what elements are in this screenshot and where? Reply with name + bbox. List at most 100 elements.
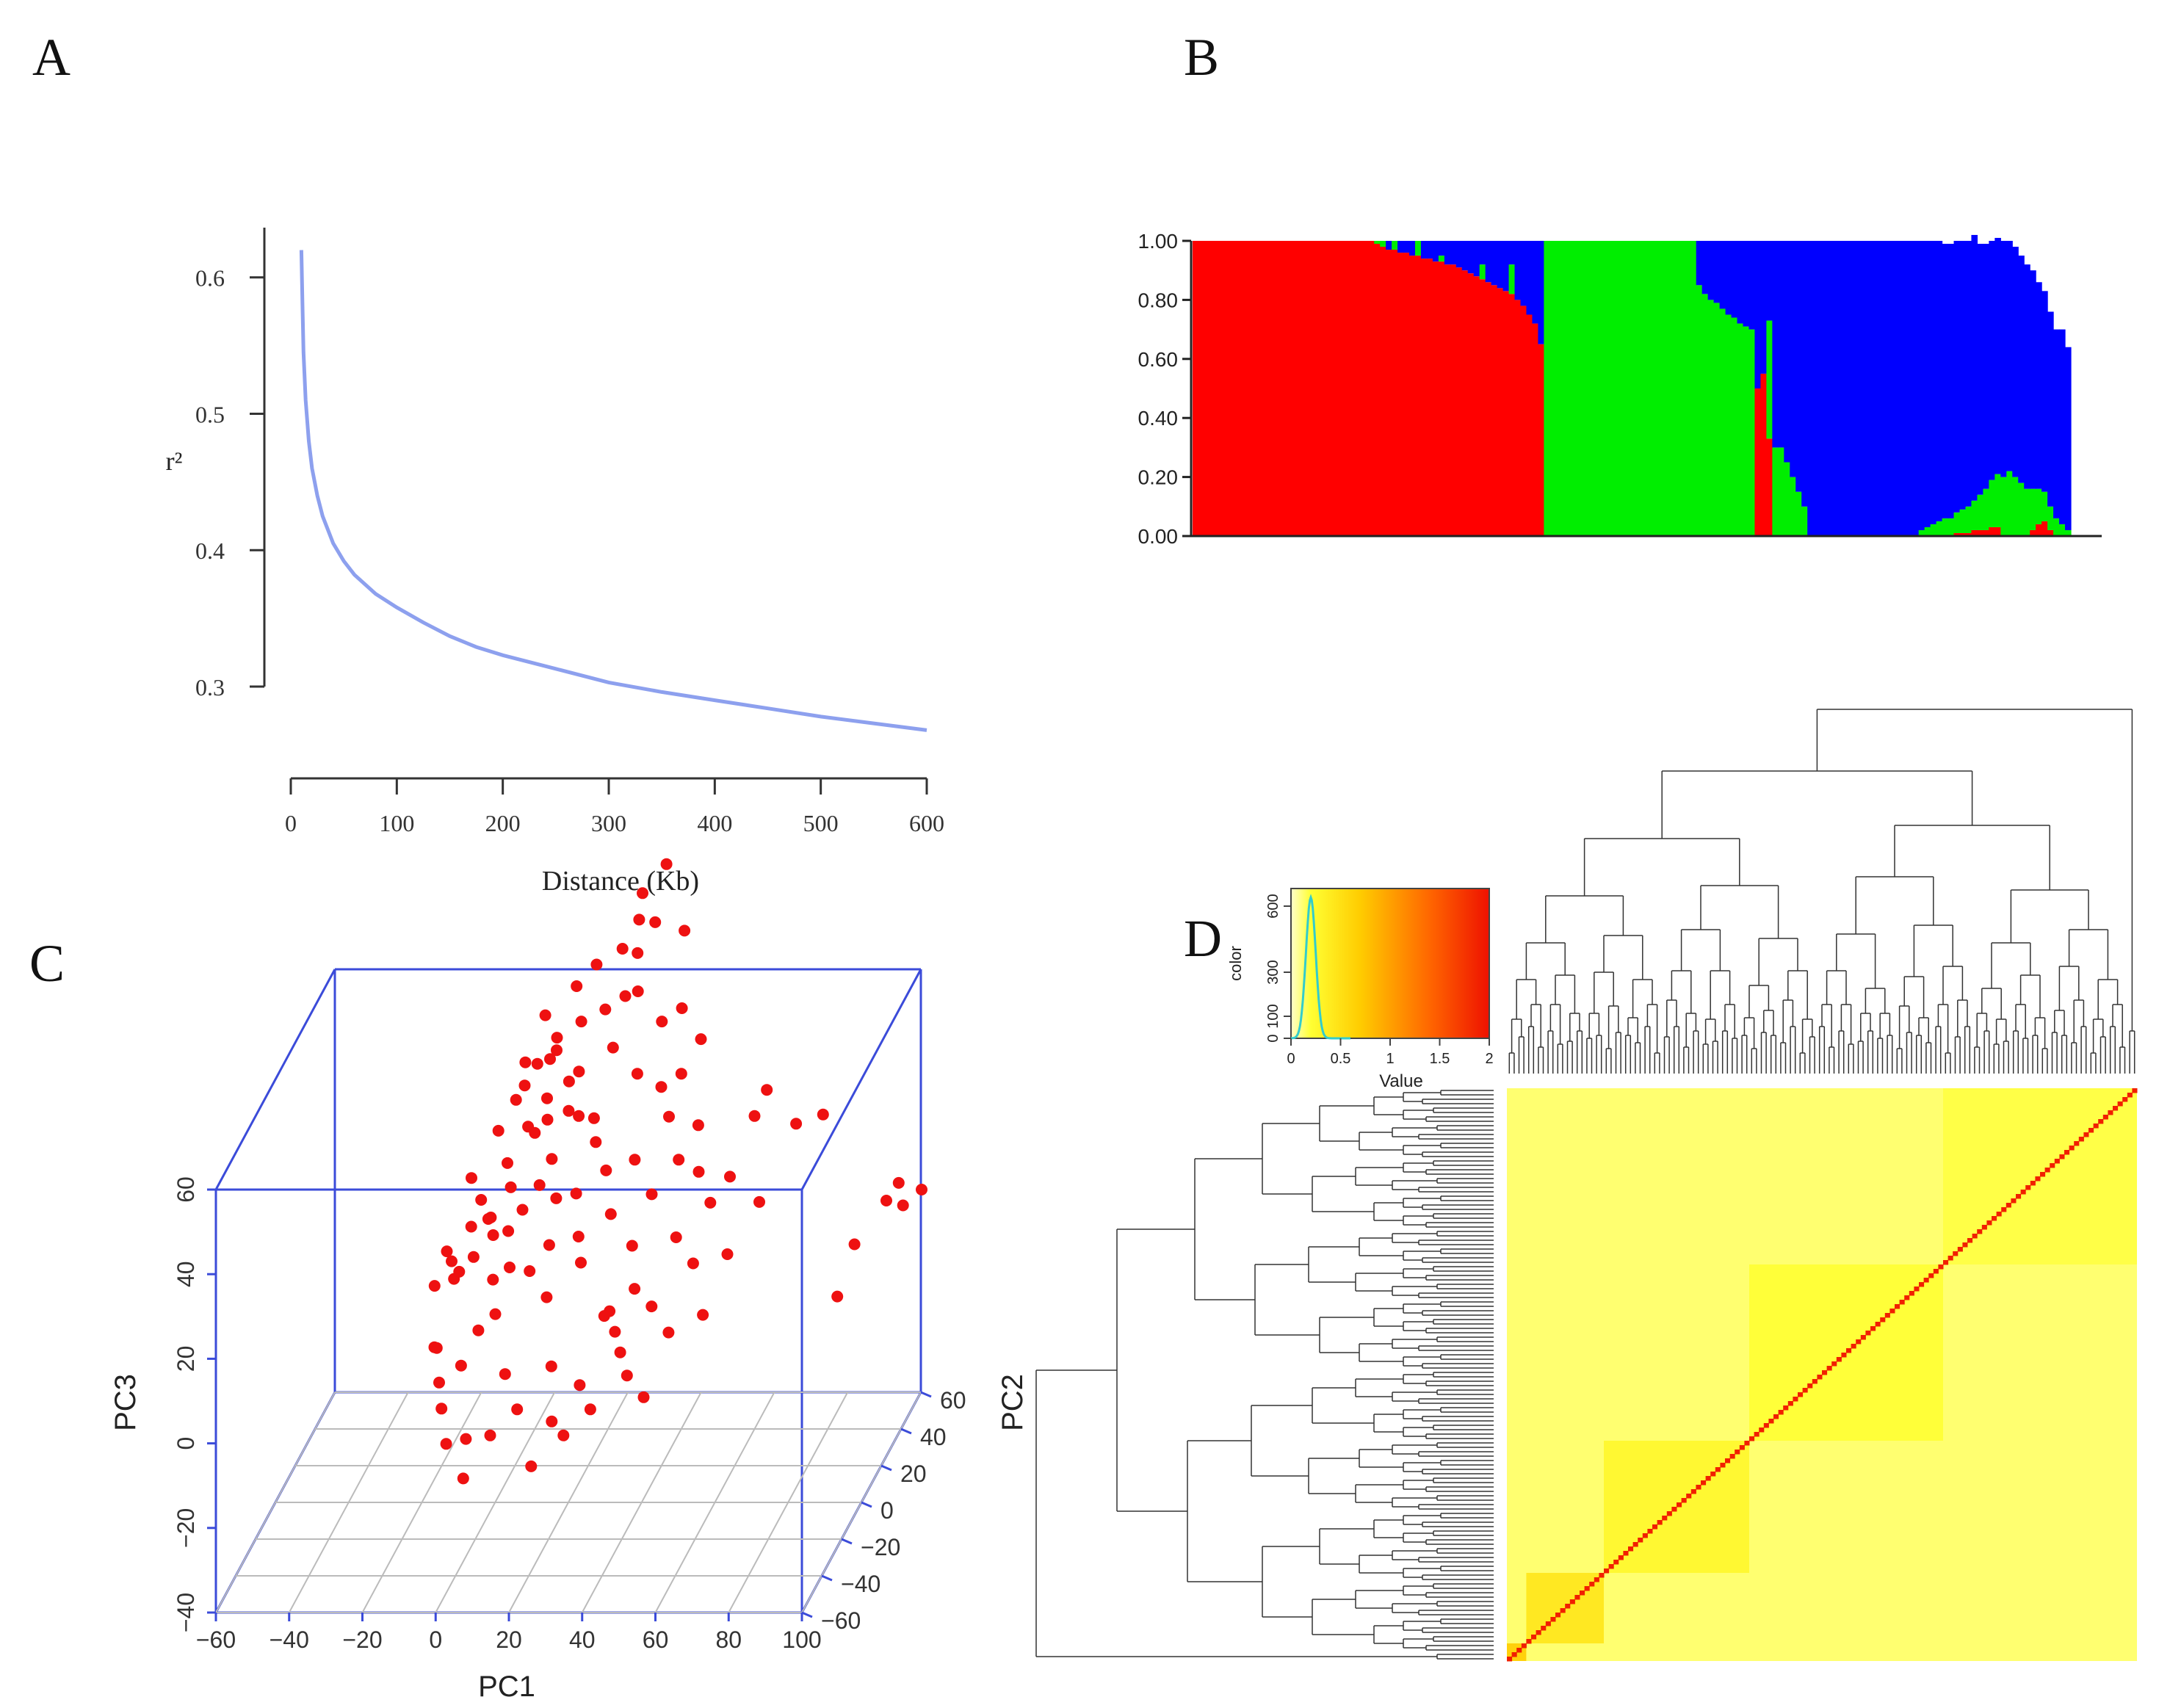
ld-y-tick-label: 0.6 <box>195 265 225 292</box>
pca-y-tick-label: −60 <box>821 1607 861 1634</box>
color-key-y-tick-label: 0 <box>1265 1034 1281 1042</box>
pca-point <box>692 1119 704 1132</box>
structure-bar-K1 <box>1455 267 1463 536</box>
structure-bar-K3 <box>1397 241 1404 253</box>
pca-points <box>428 858 927 1485</box>
pca-point <box>679 924 691 937</box>
structure-bar-K3 <box>1497 241 1504 289</box>
structure-bar-K2 <box>1778 447 1784 536</box>
structure-bar-K3 <box>1450 241 1457 265</box>
heatmap-diagonal-cell <box>2035 1176 2041 1182</box>
structure-bar-K3 <box>1883 241 1890 536</box>
structure-bar-K3 <box>1906 241 1914 536</box>
structure-bar-K3 <box>1977 244 1983 495</box>
structure-bar-K3 <box>1719 241 1726 309</box>
structure-bar-K3 <box>1813 241 1820 536</box>
structure-y-tick-label: 1.00 <box>1138 230 1179 253</box>
heatmap-diagonal-cell <box>2117 1101 2123 1107</box>
structure-bar-K3 <box>1900 241 1908 536</box>
ld-x-tick-label: 500 <box>803 810 839 836</box>
heatmap-diagonal-cell <box>1662 1516 1668 1521</box>
heatmap-diagonal-cell <box>1909 1291 1914 1296</box>
structure-bar-K1 <box>1262 241 1270 536</box>
heatmap-diagonal-cell <box>1928 1273 1934 1278</box>
structure-bar-K3 <box>1790 241 1796 477</box>
structure-bar-K2 <box>1965 506 1972 533</box>
structure-bar-K2 <box>1918 529 1925 536</box>
structure-bar-K2 <box>2030 488 2036 530</box>
structure-bar-K1 <box>1983 529 1989 536</box>
pca-y-tick <box>900 1427 912 1435</box>
structure-bar-K3 <box>1807 241 1814 536</box>
heatmap-diagonal-cell <box>1516 1648 1522 1653</box>
color-key-x-tick-label: 0 <box>1287 1051 1295 1067</box>
structure-bar-K3 <box>1965 241 1972 507</box>
pca-point <box>551 1044 563 1057</box>
structure-bar-K2 <box>1632 241 1638 536</box>
structure-bar-K3 <box>1409 241 1416 256</box>
structure-bar-K1 <box>1239 241 1246 536</box>
structure-bar-K3 <box>1514 241 1522 300</box>
heatmap-diagonal-cell <box>2108 1110 2113 1115</box>
structure-bar-K1 <box>1368 241 1375 536</box>
structure-bar-K3 <box>1918 241 1925 530</box>
structure-bar-K1 <box>1467 273 1475 536</box>
heatmap-diagonal-cell <box>1856 1339 1862 1345</box>
pca-y-tick <box>880 1464 892 1472</box>
pca-point <box>626 1240 638 1252</box>
ld-y-ticks: 0.3 0.4 0.5 0.6 <box>195 265 264 701</box>
structure-bar-K1 <box>1198 241 1205 536</box>
structure-bar-K1 <box>1215 241 1223 536</box>
heatmap-diagonal-cell <box>2069 1146 2075 1151</box>
structure-bar-K2 <box>1620 241 1627 536</box>
pca-point <box>880 1195 892 1206</box>
structure-bar-K2 <box>1953 512 1961 533</box>
heatmap-diagonal-cell <box>1507 1657 1513 1662</box>
color-key-ticks: 0 0.5 1 1.5 2 0 100 300 600 <box>1265 894 1494 1067</box>
heatmap-diagonal-cell <box>1580 1591 1585 1596</box>
pca-point <box>656 1016 668 1028</box>
heatmap-diagonal-cell <box>1565 1604 1571 1609</box>
ld-y-tick-label: 0.4 <box>195 538 225 564</box>
pca-point <box>466 1172 477 1184</box>
structure-bar-K3 <box>2036 282 2042 489</box>
heatmap-diagonal-cell <box>1977 1229 1983 1234</box>
structure-bar-K1 <box>1491 285 1498 536</box>
structure-bar-K1 <box>1526 314 1533 536</box>
structure-bar-K2 <box>1690 241 1697 536</box>
pca-point <box>557 1429 570 1441</box>
heatmap-diagonal-cell <box>1986 1220 1992 1226</box>
heatmap-diagonal-cell <box>1899 1300 1905 1305</box>
structure-bar-K2 <box>1737 323 1744 536</box>
pca-point <box>753 1195 765 1208</box>
pca-y-tick-label: 20 <box>900 1461 927 1487</box>
pca-point <box>544 1053 556 1065</box>
heatmap-diagonal-cell <box>1870 1326 1876 1331</box>
structure-bar-K3 <box>1853 241 1861 536</box>
pca-y-tick <box>841 1538 853 1545</box>
pca-point <box>675 1068 687 1080</box>
pca-point <box>575 1256 587 1269</box>
structure-bar-K1 <box>2047 529 2054 536</box>
heatmap-diagonal-cell <box>1895 1304 1900 1309</box>
structure-bar-K2 <box>1555 241 1562 536</box>
pca-point <box>916 1184 927 1195</box>
structure-bar-K1 <box>1268 241 1276 536</box>
structure-bar-K2 <box>1666 241 1674 536</box>
pca-point <box>455 1359 467 1372</box>
heatmap-diagonal-cell <box>1841 1353 1847 1358</box>
heatmap-diagonal-cell <box>1836 1357 1842 1362</box>
structure-bar-K3 <box>1947 244 1955 518</box>
heatmap-diagonal-cell <box>1511 1652 1517 1657</box>
color-key-y-tick-label: 300 <box>1265 960 1281 984</box>
pca-point <box>570 1187 582 1200</box>
color-key-gradient <box>1290 888 1490 1039</box>
structure-bar-K2 <box>1414 241 1422 256</box>
heatmap-diagonal-cell <box>1865 1331 1871 1336</box>
structure-bar-K1 <box>1520 305 1527 536</box>
heatmap-diagonal-cell <box>2088 1128 2094 1133</box>
structure-bar-K2 <box>1930 524 1937 536</box>
pca-point <box>629 1154 641 1166</box>
structure-bar-K2 <box>2059 524 2066 536</box>
heatmap-diagonal-cell <box>1735 1450 1740 1455</box>
